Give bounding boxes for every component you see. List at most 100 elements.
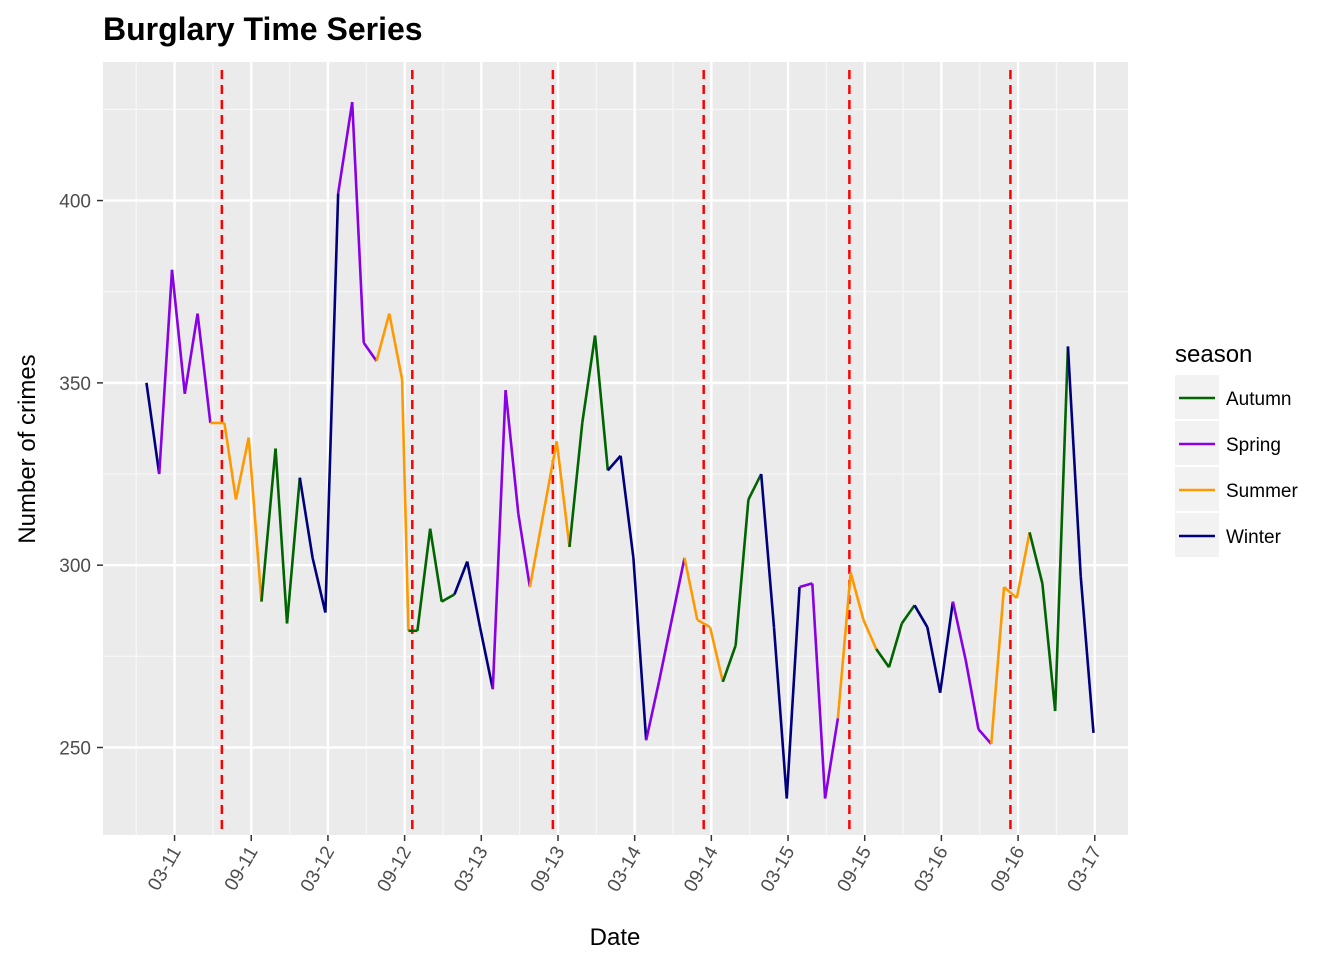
series-segment-autumn (875, 648, 891, 669)
series-segment-spring (350, 102, 366, 343)
series-segment-summer (1015, 532, 1031, 599)
x-tick-label: 09-11 (221, 843, 263, 894)
series-segment-winter (311, 557, 327, 613)
grid-major (103, 62, 1128, 835)
x-tick-label: 03-15 (757, 843, 799, 896)
series-segment-autumn (721, 644, 737, 683)
series-segment-winter (938, 601, 955, 693)
series-segment-spring (799, 582, 813, 589)
series-segment-autumn (260, 448, 277, 602)
x-tick-label: 03-12 (297, 843, 339, 896)
series-segment-summer (247, 437, 263, 602)
x-axis: 03-11 09-11 03-12 09-12 03-13 09-13 03-14 09-14… (144, 835, 1106, 896)
x-tick-label: 09-14 (680, 843, 723, 896)
series-segment-autumn (274, 448, 289, 624)
series-segment-summer (375, 313, 391, 362)
series-segment-summer (388, 313, 404, 380)
x-axis-title: Date (590, 924, 641, 951)
series-segment-spring (183, 313, 199, 395)
x-tick-label: 03-13 (450, 843, 492, 896)
series-segment-autumn (747, 473, 763, 501)
series-segment-summer (862, 619, 878, 650)
series-segment-summer (555, 441, 571, 548)
legend-label: Spring (1226, 435, 1281, 456)
x-tick-label: 09-15 (834, 843, 876, 896)
series-segment-winter (298, 477, 314, 559)
series-segment-winter (465, 561, 482, 628)
series-segment-spring (362, 342, 378, 362)
series-segment-summer (683, 557, 699, 621)
series-segment-winter (619, 455, 635, 559)
series-segment-winter (478, 626, 495, 690)
plot-panel (103, 62, 1128, 835)
legend: season Autumn Spring Summer Winter (1175, 341, 1298, 557)
series-segment-winter (606, 454, 622, 472)
legend-title: season (1175, 341, 1252, 368)
series-segment-autumn (441, 593, 456, 603)
series-segment-summer (400, 379, 410, 631)
series-lines (145, 101, 1095, 799)
legend-label: Summer (1226, 481, 1298, 502)
y-tick-label: 250 (59, 738, 91, 759)
series-segment-spring (644, 681, 661, 741)
x-tick-label: 03-14 (604, 843, 647, 896)
series-segment-summer (836, 572, 852, 719)
series-segment-autumn (593, 335, 610, 471)
series-segment-autumn (900, 604, 916, 625)
series-segment-spring (977, 728, 993, 745)
series-segment-winter (1066, 346, 1083, 577)
y-tick-label: 300 (59, 556, 91, 577)
series-segment-summer (1003, 586, 1018, 599)
series-segment-autumn (568, 422, 584, 548)
series-segment-winter (453, 561, 469, 595)
series-segment-spring (491, 390, 507, 690)
series-segment-winter (324, 193, 340, 613)
series-segment-autumn (887, 623, 904, 668)
x-tick-label: 09-16 (987, 843, 1029, 896)
series-segment-autumn (416, 528, 432, 631)
x-tick-label: 03-17 (1064, 843, 1106, 896)
y-tick-label: 400 (59, 192, 91, 213)
series-segment-summer (708, 626, 725, 683)
series-segment-autumn (285, 477, 302, 624)
legend-entries: Autumn Spring Summer Winter (1175, 375, 1298, 557)
chart-title: Burglary Time Series (103, 11, 423, 47)
legend-label: Winter (1226, 527, 1282, 548)
x-tick-label: 09-13 (527, 843, 569, 896)
series-segment-spring (951, 601, 967, 661)
series-segment-summer (849, 572, 865, 621)
series-segment-winter (772, 627, 789, 799)
x-tick-label: 03-11 (144, 843, 186, 894)
series-segment-winter (759, 473, 776, 628)
x-tick-label: 03-16 (910, 843, 952, 896)
y-axis: 250 300 350 400 (59, 192, 103, 759)
series-segment-summer (234, 437, 250, 500)
series-segment-winter (632, 557, 648, 741)
series-segment-autumn (1053, 346, 1070, 712)
series-segment-autumn (580, 335, 597, 424)
series-segment-winter (913, 604, 929, 628)
series-segment-summer (696, 618, 711, 629)
series-segment-spring (336, 101, 354, 194)
series-segment-autumn (1041, 583, 1057, 712)
series-segment-summer (223, 422, 238, 500)
series-segment-spring (517, 513, 532, 588)
x-tick-label: 09-12 (373, 843, 415, 896)
series-segment-winter (926, 626, 942, 694)
series-segment-spring (657, 557, 686, 683)
series-segment-spring (964, 659, 980, 730)
season-boundary-lines (220, 70, 1012, 835)
grid-minor (103, 62, 1128, 835)
series-segment-spring (170, 269, 187, 394)
series-segment-spring (157, 269, 174, 475)
series-segment-winter (785, 586, 801, 799)
series-segment-spring (196, 313, 212, 424)
y-tick-label: 350 (59, 374, 91, 395)
series-segment-autumn (428, 528, 443, 602)
series-segment-winter (145, 382, 161, 475)
series-segment-spring (504, 390, 520, 515)
legend-label: Autumn (1226, 389, 1291, 410)
series-segment-spring (811, 583, 827, 799)
series-segment-autumn (734, 499, 750, 646)
